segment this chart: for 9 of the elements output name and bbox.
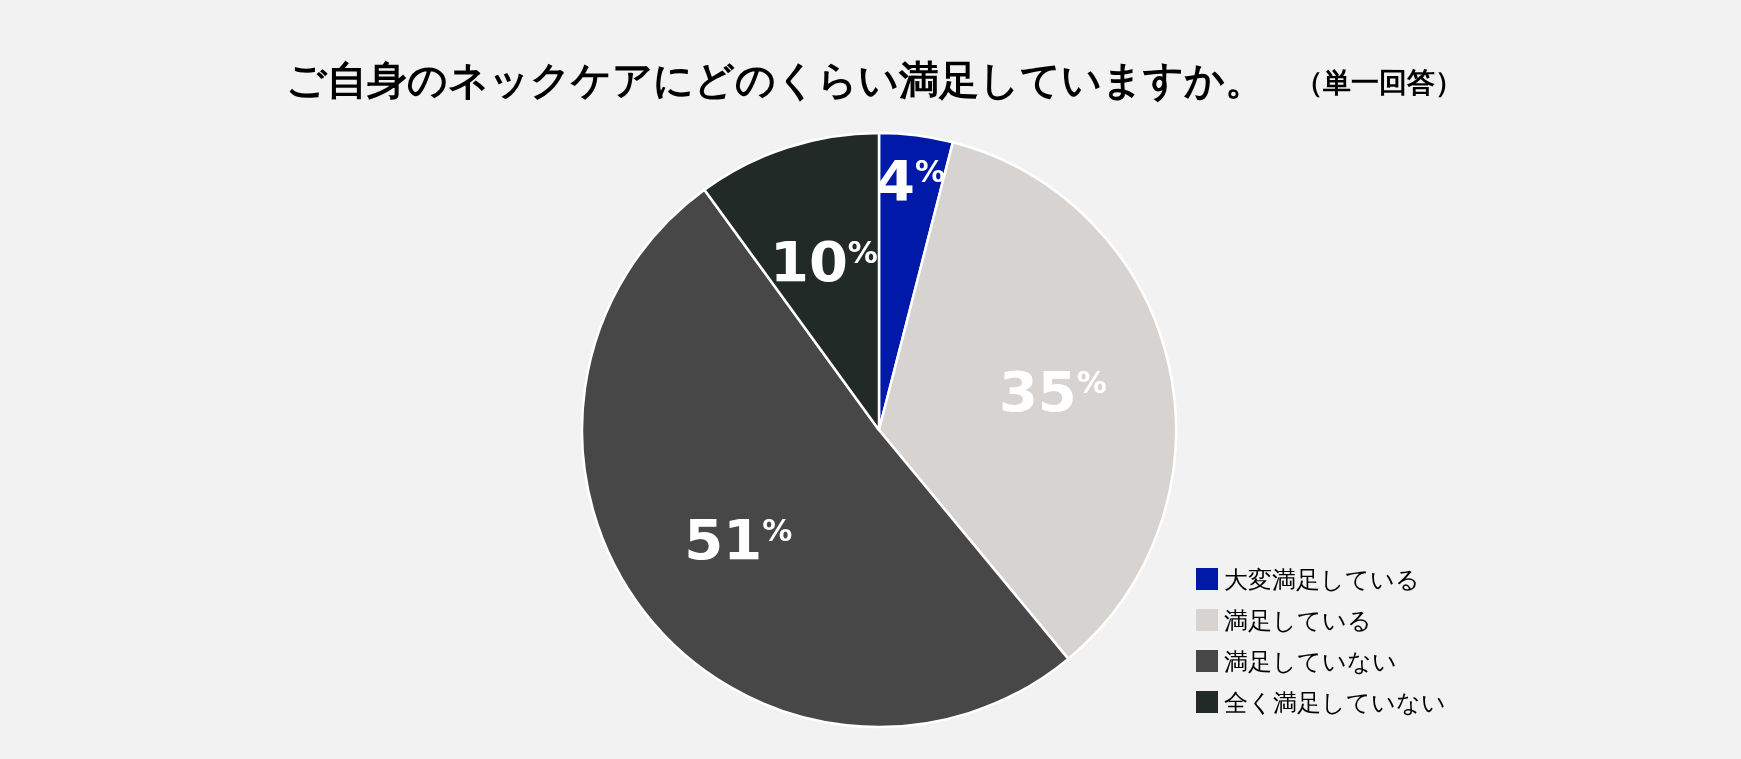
data-label: 10$^{%}$ <box>769 228 878 294</box>
legend-label: 全く満足していない <box>1224 689 1446 717</box>
legend-label: 満足していない <box>1224 648 1397 676</box>
chart-subtitle: （単一回答） <box>1295 66 1463 99</box>
legend-label: 満足している <box>1224 607 1372 635</box>
legend-label: 大変満足している <box>1224 566 1420 594</box>
chart-title: ご自身のネックケアにどのくらい満足していますか。 <box>286 57 1265 103</box>
data-label: 4$^{%}$ <box>876 147 946 213</box>
data-label: 51$^{%}$ <box>684 507 793 573</box>
